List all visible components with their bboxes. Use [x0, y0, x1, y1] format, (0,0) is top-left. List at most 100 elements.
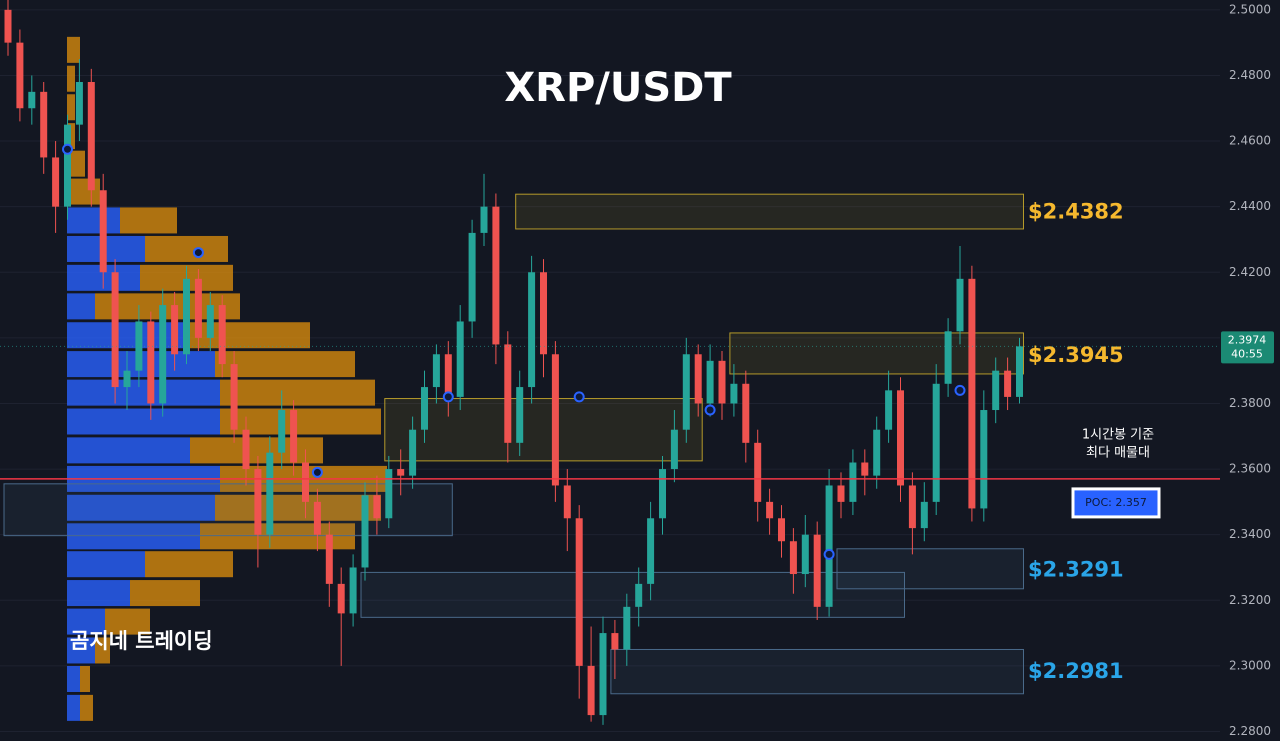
candle-body	[159, 305, 167, 404]
pivot	[954, 384, 966, 396]
profile-sell	[190, 437, 323, 464]
candle-body	[599, 633, 607, 716]
candle-body	[968, 278, 976, 509]
y-tick-label: 2.3600	[1229, 462, 1271, 476]
candle-body	[218, 305, 226, 365]
zone	[515, 193, 1024, 230]
y-tick-label: 2.3000	[1229, 658, 1271, 672]
candle-body	[837, 485, 845, 502]
profile-sell	[130, 580, 200, 607]
candle-body	[444, 354, 452, 397]
candle-body	[766, 501, 774, 519]
profile-buy	[67, 293, 95, 320]
candle-body	[754, 442, 762, 502]
profile-buy	[67, 523, 200, 550]
candle-body	[611, 633, 619, 650]
profile-sell	[95, 293, 240, 320]
candle-body	[397, 469, 405, 476]
candle-body	[980, 410, 988, 509]
profile-buy	[67, 379, 220, 406]
candle-body	[956, 278, 964, 332]
profile-sell	[67, 94, 75, 121]
candle-body	[75, 82, 83, 125]
zone-label: $2.3945	[1028, 343, 1124, 367]
candle-body	[171, 305, 179, 355]
candle-body	[587, 665, 595, 716]
candle-body	[40, 91, 48, 158]
candle-body	[730, 383, 738, 404]
annotation: 최다 매물대	[1086, 446, 1150, 461]
candle-body	[885, 390, 893, 430]
profile-buy	[67, 551, 145, 578]
candle-body	[623, 606, 631, 650]
y-tick-label: 2.3200	[1229, 593, 1271, 607]
candle-body	[206, 305, 214, 338]
candle-body	[992, 370, 1000, 411]
profile-sell	[145, 235, 228, 262]
candle-body	[801, 534, 809, 575]
profile-sell	[95, 637, 110, 664]
candle-body	[575, 518, 583, 666]
candle-body	[908, 485, 916, 529]
profile-sell	[145, 551, 233, 578]
profile-sell	[220, 379, 375, 406]
candle-body	[1004, 370, 1012, 397]
candle-body	[873, 429, 881, 476]
profile-buy	[67, 666, 80, 693]
profile-sell	[105, 608, 150, 635]
candle-body	[52, 157, 60, 207]
profile-sell	[67, 65, 75, 92]
candle-body	[635, 583, 643, 607]
candle-body	[278, 410, 286, 453]
candle-body	[123, 370, 131, 388]
candle-body	[421, 387, 428, 430]
candle-body	[849, 462, 857, 502]
profile-sell	[120, 207, 177, 234]
profile-buy	[67, 637, 95, 664]
candle-body	[337, 583, 345, 614]
zone	[729, 332, 1025, 375]
candle-body	[266, 452, 274, 535]
candle-body	[194, 278, 202, 338]
profile-sell	[67, 178, 100, 205]
candle-body	[825, 485, 833, 607]
candle-body	[302, 462, 309, 502]
zone	[610, 648, 1025, 695]
profile-buy	[67, 580, 130, 607]
candle-body	[468, 232, 476, 322]
zone-label: $2.2981	[1028, 659, 1124, 683]
candle-body	[670, 429, 678, 470]
profile-sell	[80, 666, 90, 693]
candle-body	[932, 383, 940, 502]
candle-body	[920, 501, 928, 529]
candle-body	[504, 344, 512, 443]
zone-label: $2.4382	[1028, 200, 1124, 224]
candle-body	[813, 534, 821, 607]
candle-body	[385, 469, 393, 519]
candle-body	[28, 91, 36, 109]
candle-body	[64, 124, 71, 207]
profile-buy	[67, 608, 105, 635]
candle-body	[87, 82, 95, 191]
y-tick-label: 2.2800	[1229, 724, 1271, 738]
candle-body	[540, 272, 547, 355]
zone	[836, 548, 1024, 590]
candle-body	[409, 429, 417, 476]
last-price-label: 2.3974	[1228, 333, 1267, 346]
y-tick-label: 2.5000	[1229, 2, 1271, 16]
candle-body	[659, 469, 666, 519]
profile-buy	[67, 494, 215, 521]
y-tick-label: 2.4800	[1229, 68, 1271, 82]
candle-body	[480, 206, 488, 233]
candle-body	[563, 485, 571, 519]
zone	[3, 483, 453, 537]
profile-buy	[67, 207, 120, 234]
candle-body	[861, 462, 869, 476]
candle-body	[718, 360, 726, 404]
y-tick-label: 2.3800	[1229, 396, 1271, 410]
pivot	[573, 391, 585, 403]
candle-body	[551, 354, 559, 486]
candle-body	[147, 321, 155, 404]
candle-body	[944, 331, 952, 384]
